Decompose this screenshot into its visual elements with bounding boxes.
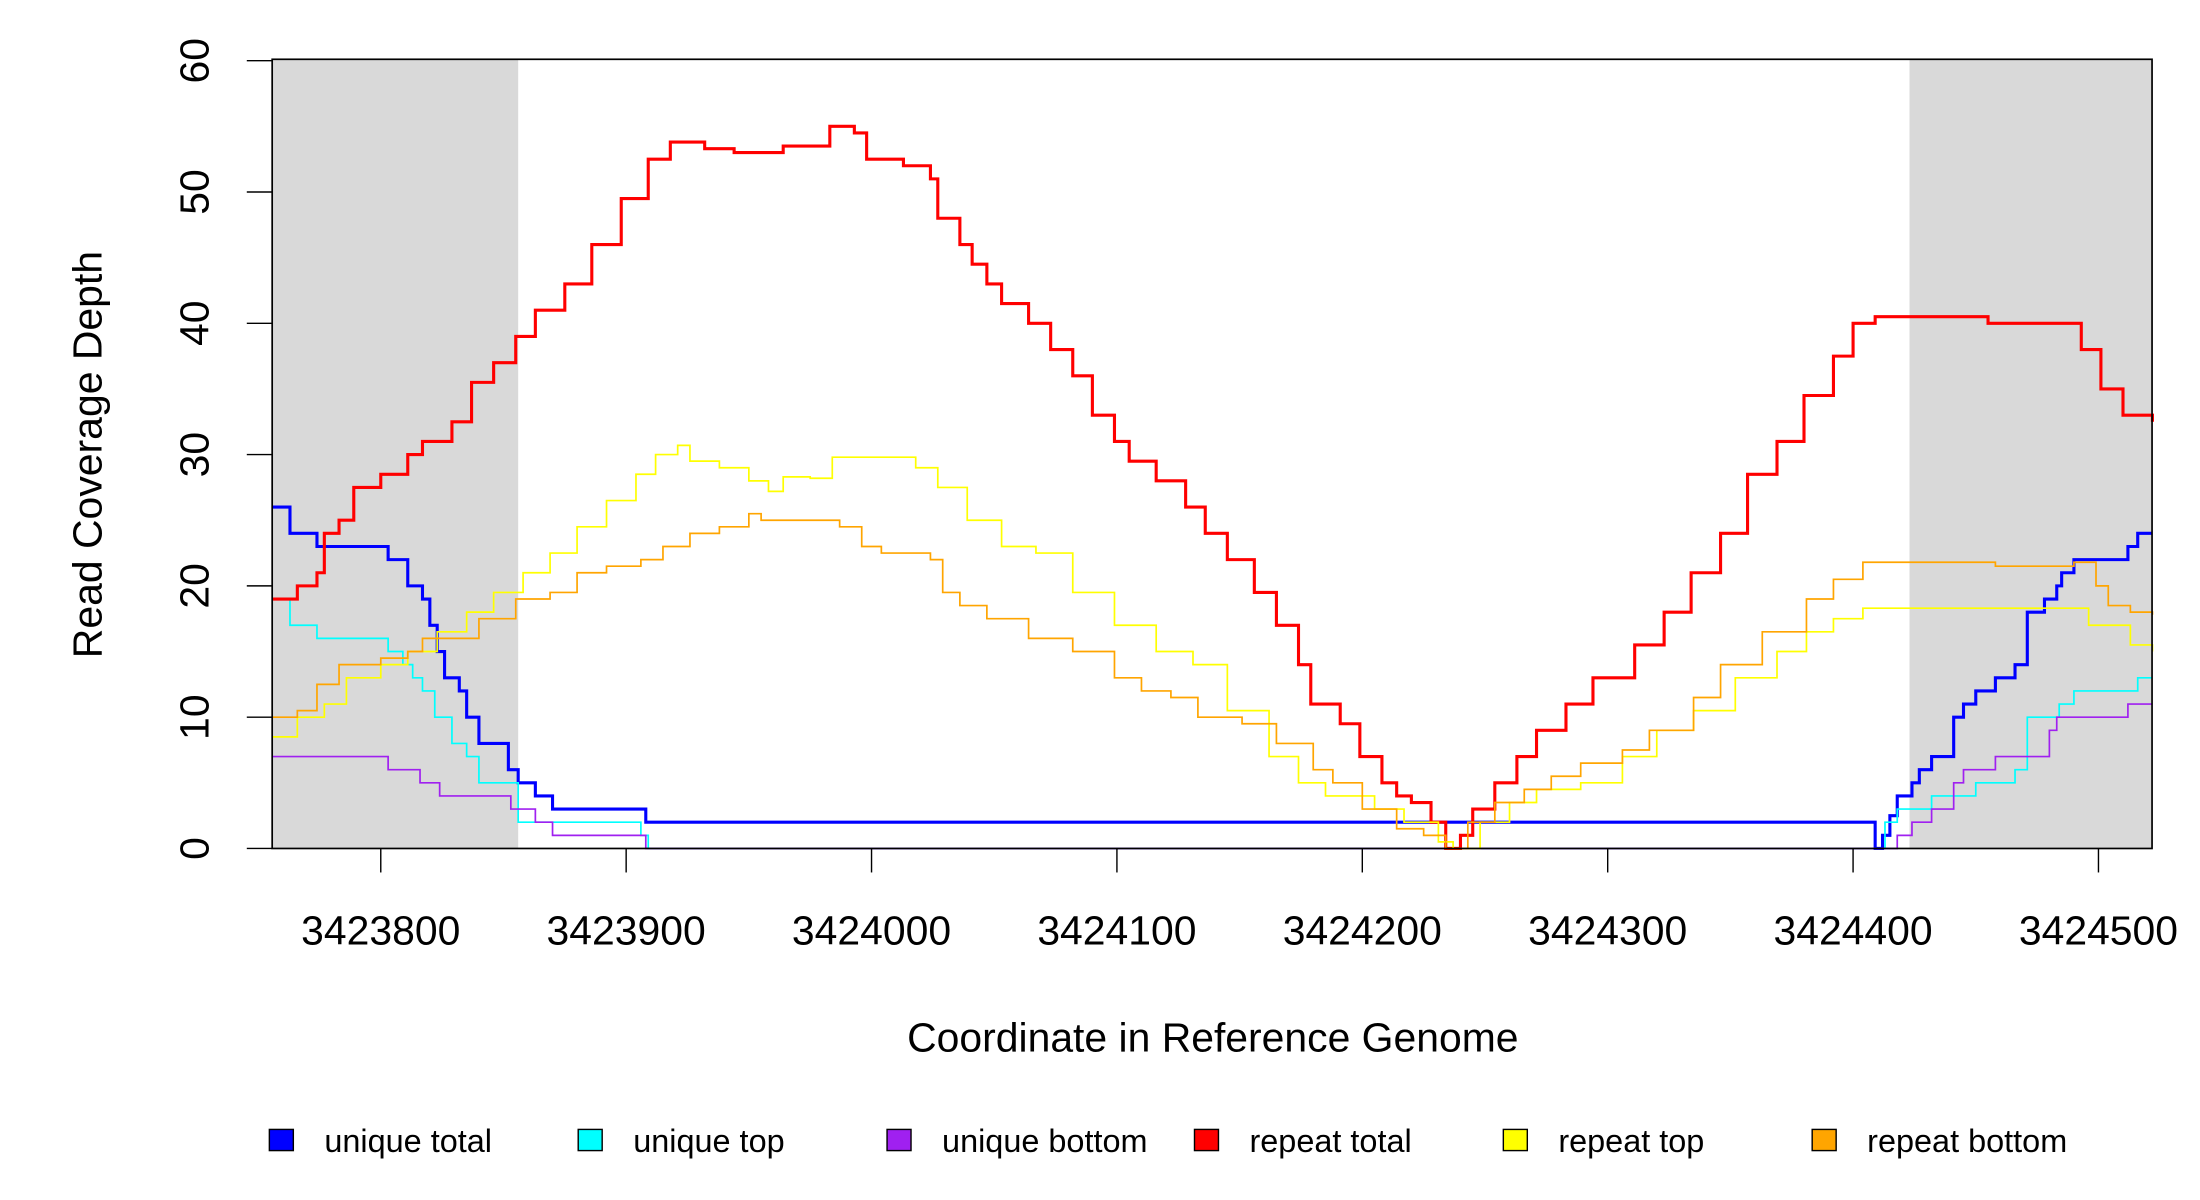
plot-frame bbox=[271, 58, 2153, 850]
x-axis: 3423800 3423900 3424000 3424100 3424200 34243… bbox=[301, 848, 2178, 953]
legend: unique total unique top unique bottom repea… bbox=[268, 1123, 2067, 1159]
shaded-regions bbox=[272, 59, 2153, 849]
x-tick-label: 3423900 bbox=[547, 907, 706, 953]
legend-swatch bbox=[1811, 1128, 1837, 1152]
x-tick-label: 3424200 bbox=[1283, 907, 1442, 953]
legend-swatch bbox=[1502, 1128, 1529, 1152]
y-axis-label: Read Coverage Depth bbox=[65, 251, 111, 658]
legend-item: unique top bbox=[577, 1123, 785, 1159]
shaded-region bbox=[272, 59, 519, 849]
legend-swatch bbox=[268, 1128, 295, 1152]
legend-item: unique bottom bbox=[886, 1123, 1148, 1159]
x-tick-label: 3424500 bbox=[2019, 907, 2178, 953]
legend-label: unique top bbox=[633, 1123, 784, 1159]
y-tick-label: 50 bbox=[172, 169, 218, 215]
y-tick-label: 60 bbox=[172, 38, 218, 84]
y-tick-label: 10 bbox=[172, 694, 218, 740]
series-lines bbox=[272, 124, 2154, 851]
legend-swatch bbox=[1193, 1128, 1220, 1152]
y-axis: 0 10 20 30 40 50 60 bbox=[172, 38, 273, 860]
x-tick-label: 3424400 bbox=[1773, 907, 1932, 953]
shaded-region bbox=[1909, 59, 2153, 849]
legend-item: repeat total bbox=[1193, 1123, 1412, 1159]
series-repeat-bottom bbox=[272, 512, 2154, 850]
legend-label: unique total bbox=[324, 1123, 492, 1159]
x-tick-label: 3424100 bbox=[1037, 907, 1196, 953]
x-tick-label: 3424000 bbox=[792, 907, 951, 953]
legend-item: unique total bbox=[268, 1123, 492, 1159]
x-axis-label: Coordinate in Reference Genome bbox=[907, 1015, 1518, 1061]
legend-item: repeat bottom bbox=[1811, 1123, 2067, 1159]
y-tick-label: 20 bbox=[172, 563, 218, 609]
y-tick-label: 0 bbox=[172, 837, 218, 860]
y-tick-label: 40 bbox=[172, 301, 218, 347]
x-tick-label: 3424300 bbox=[1528, 907, 1687, 953]
legend-swatch bbox=[577, 1128, 603, 1152]
series-unique-bottom bbox=[272, 703, 2153, 850]
legend-label: repeat total bbox=[1249, 1123, 1411, 1159]
x-tick-label: 3423800 bbox=[301, 907, 460, 953]
legend-label: unique bottom bbox=[942, 1123, 1147, 1159]
series-repeat-top bbox=[272, 444, 2154, 850]
y-tick-label: 30 bbox=[172, 432, 218, 478]
series-unique-top bbox=[272, 598, 2153, 850]
legend-label: repeat top bbox=[1558, 1123, 1704, 1159]
series-unique-total bbox=[272, 505, 2153, 851]
legend-label: repeat bottom bbox=[1867, 1123, 2067, 1159]
series-repeat-total bbox=[272, 124, 2154, 851]
legend-swatch bbox=[886, 1128, 912, 1152]
legend-item: repeat top bbox=[1502, 1123, 1704, 1159]
